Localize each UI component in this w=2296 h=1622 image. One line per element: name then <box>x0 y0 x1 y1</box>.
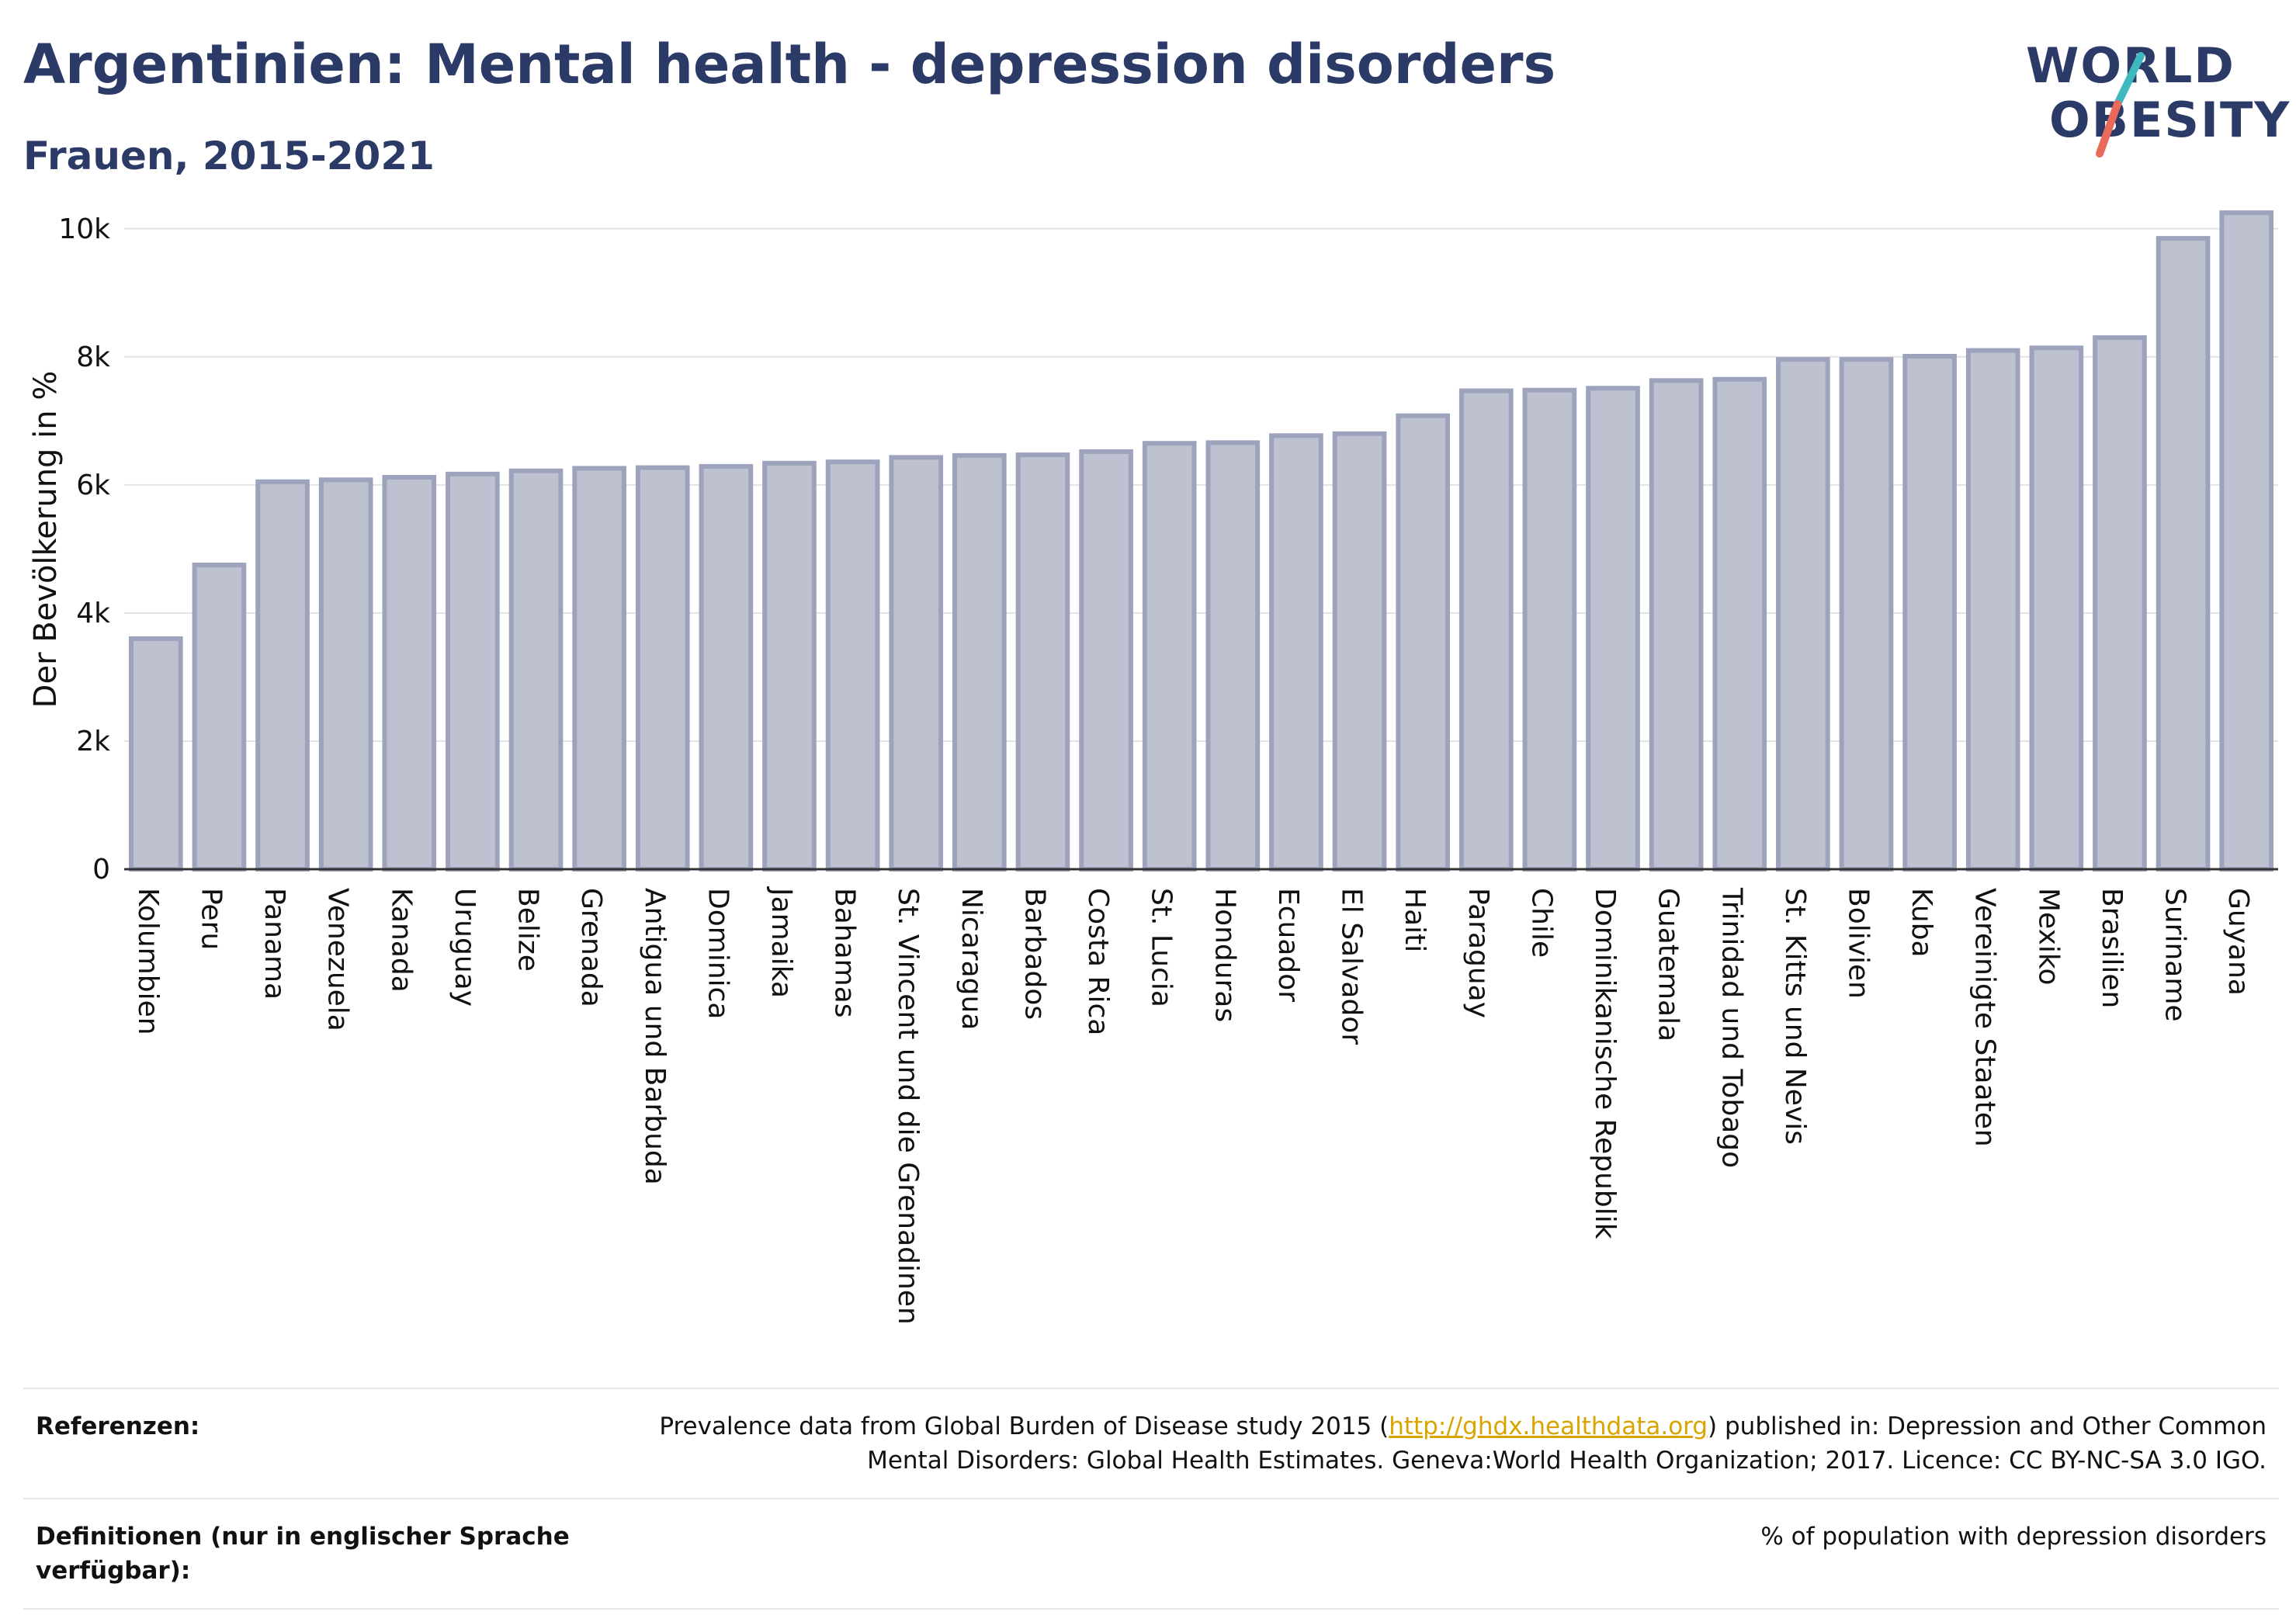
x-tick-label: Kuba <box>1906 888 1937 958</box>
x-tick-label: St. Kitts und Nevis <box>1779 888 1811 1145</box>
references-line-2: Mental Disorders: Global Health Estimate… <box>867 1447 2267 1475</box>
x-tick-label: Belize <box>512 888 544 972</box>
references-text-after: ) published in: Depression and Other Com… <box>1708 1412 2267 1440</box>
x-tick-label: Costa Rica <box>1082 888 1114 1035</box>
bar <box>572 466 626 872</box>
definitions-text: % of population with depression disorder… <box>1760 1523 2267 1551</box>
x-tick-label: Suriname <box>2159 888 2191 1022</box>
x-tick-label: Grenada <box>575 888 607 1007</box>
bar <box>1332 431 1387 872</box>
bar <box>1586 386 1640 872</box>
bar <box>1839 357 1894 872</box>
y-tick-label: 2k <box>76 726 110 757</box>
bar <box>1142 441 1197 872</box>
bar <box>1965 348 2020 872</box>
x-tick-label: Barbados <box>1018 888 1050 1020</box>
bar <box>2029 345 2084 872</box>
bar <box>1396 413 1450 872</box>
bar <box>1522 387 1577 872</box>
world-obesity-logo: WORLD OBESITY <box>2026 23 2289 163</box>
axes: 0 2k 4k 6k 8k 10k Kolumbien Peru Panama Venezuela… <box>28 213 2278 1325</box>
references-text-before: Prevalence data from Global Burden of Di… <box>659 1412 1389 1440</box>
x-tick-label: Guatemala <box>1653 888 1684 1041</box>
logo-slash-icon <box>2096 52 2145 158</box>
x-tick-label: Bahamas <box>829 888 861 1018</box>
x-tick-label: Uruguay <box>449 888 480 1007</box>
bar <box>1205 440 1261 872</box>
bar <box>446 471 500 872</box>
x-tick-label: Antigua und Barbuda <box>639 888 671 1185</box>
x-tick-label: Peru <box>195 888 227 950</box>
x-tick-label: St. Lucia <box>1146 888 1177 1007</box>
bar <box>1649 378 1704 872</box>
references-row: Referenzen: Prevalence data from Global … <box>23 1388 2279 1498</box>
x-tick-label: Bolivien <box>1842 888 1874 999</box>
x-tick-label: Vereinigte Staaten <box>1969 888 2001 1147</box>
x-tick-label: St. Vincent und die Grenadinen <box>892 888 924 1325</box>
bar <box>2093 335 2147 872</box>
bar <box>1902 353 1957 872</box>
x-tick-label: Guyana <box>2222 888 2254 996</box>
x-tick-label: Haiti <box>1399 888 1431 952</box>
x-tick-label: Kanada <box>385 888 417 993</box>
x-tick-label: Ecuador <box>1272 888 1304 1002</box>
definitions-row: Definitionen (nur in englischer Sprache … <box>23 1498 2279 1610</box>
bar <box>699 463 754 872</box>
x-tick-label: Honduras <box>1209 888 1240 1022</box>
x-tick-label: Mexiko <box>2032 888 2064 985</box>
x-tick-label: Paraguay <box>1462 888 1494 1018</box>
x-tick-label: Trinidad und Tobago <box>1715 887 1747 1168</box>
x-tick-label: Panama <box>258 888 290 1000</box>
x-tick-label: Chile <box>1525 888 1557 958</box>
bar <box>2156 236 2211 872</box>
bar <box>825 459 880 872</box>
bar <box>1015 452 1070 872</box>
y-tick-label: 8k <box>76 341 110 373</box>
bar <box>635 465 690 872</box>
x-tick-label: Brasilien <box>2096 888 2128 1008</box>
x-tick-label: Dominica <box>702 888 734 1020</box>
bar <box>1458 388 1514 872</box>
references-text: Prevalence data from Global Burden of Di… <box>636 1409 2267 1478</box>
bar <box>1269 433 1323 872</box>
x-tick-label: Nicaragua <box>956 888 987 1030</box>
x-tick-label: El Salvador <box>1336 888 1368 1045</box>
bar <box>2219 210 2274 872</box>
y-tick-label: 4k <box>76 598 110 629</box>
y-tick-label: 10k <box>58 213 110 245</box>
footer-table: Referenzen: Prevalence data from Global … <box>23 1388 2279 1610</box>
bar <box>128 636 183 872</box>
x-tick-label: Jamaika <box>765 886 797 998</box>
chart-title: Argentinien: Mental health - depression … <box>23 33 1556 96</box>
bar <box>318 477 373 872</box>
bar <box>508 468 564 872</box>
bar <box>1776 357 1830 872</box>
bar <box>192 563 247 872</box>
bars <box>128 210 2274 872</box>
chart-subtitle: Frauen, 2015-2021 <box>23 133 435 178</box>
x-tick-label: Kolumbien <box>132 888 164 1035</box>
bar <box>1079 449 1133 872</box>
y-axis-label: Der Bevölkerung in % <box>28 371 64 709</box>
y-tick-label: 6k <box>76 470 110 501</box>
x-tick-label: Dominikanische Republik <box>1589 888 1621 1239</box>
bar <box>255 479 310 872</box>
references-label: Referenzen: <box>36 1412 200 1440</box>
definitions-label: Definitionen (nur in englischer Sprache … <box>36 1523 570 1585</box>
bar <box>382 474 437 872</box>
bar-chart: 0 2k 4k 6k 8k 10k Kolumbien Peru Panama Venezuela… <box>28 210 2278 1325</box>
bar <box>762 460 817 872</box>
bar <box>952 452 1007 872</box>
x-tick-label: Venezuela <box>322 888 354 1031</box>
bar <box>889 455 944 872</box>
references-link[interactable]: http://ghdx.healthdata.org <box>1389 1412 1708 1440</box>
bar <box>1712 376 1767 872</box>
y-tick-label: 0 <box>92 854 110 886</box>
logo-line-2: OBESITY <box>2049 92 2291 148</box>
